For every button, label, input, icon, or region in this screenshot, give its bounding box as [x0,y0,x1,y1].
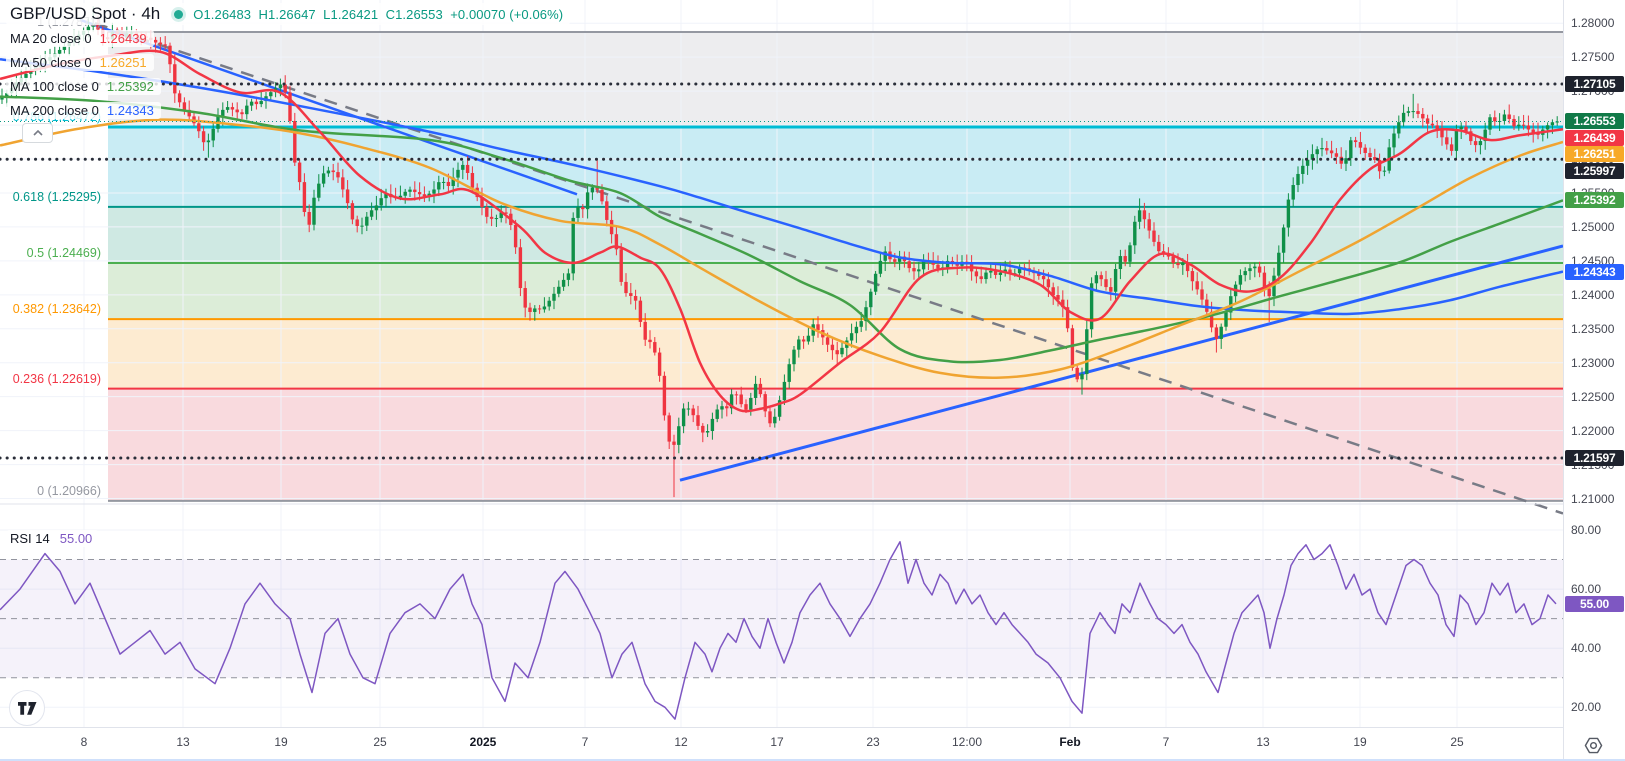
rsi-indicator-label[interactable]: RSI 14 [10,531,50,546]
ma-label: MA 20 close 0 [10,30,92,46]
time-axis-label: 12 [674,735,688,749]
time-axis-label: 13 [1256,735,1270,749]
price-axis-label: 1.22000 [1571,423,1615,438]
price-badge: 1.25997 [1565,162,1624,179]
price-axis-label: 1.23500 [1571,321,1615,336]
trendline[interactable] [94,22,1563,515]
ma-label: MA 50 close 0 [10,54,92,70]
price-badge: 1.25392 [1565,192,1624,209]
ma-line-ma100[interactable] [0,95,1563,364]
price-badge: 1.26439 [1565,129,1624,146]
time-axis-label: 13 [176,735,190,749]
time-axis-label: 12:00 [951,735,983,749]
price-badge: 1.27105 [1565,76,1624,92]
legend-collapse-button[interactable] [22,123,53,143]
price-axis-label: 1.23000 [1571,355,1615,370]
fib-band [108,31,1563,127]
rsi-axis-label: 80.00 [1571,523,1602,537]
price-badge: 1.24343 [1565,263,1624,280]
rsi-value: 55.00 [59,531,93,546]
time-axis-label: 23 [866,735,880,749]
rsi-axis-label: 40.00 [1571,641,1602,656]
price-axis-label: 1.28000 [1571,16,1615,31]
rsi-legend: RSI 14 55.00 [6,530,100,548]
time-axis-label: 7 [1162,735,1170,749]
time-axis-label: 2025 [469,735,497,749]
price-chart-canvas[interactable] [0,0,1563,727]
price-badge: 1.26251 [1565,146,1624,163]
trendline[interactable] [79,18,578,196]
ma-line-ma50[interactable] [0,118,1563,380]
time-axis-label: 8 [80,735,88,749]
chart-legend: GBP/USD Spot · 4h O1.26483 H1.26647 L1.2… [6,2,571,122]
ma-value: 1.26251 [99,54,147,70]
trendline[interactable] [679,244,1563,482]
ma-legend-row-4[interactable]: MA 200 close 0 1.24343 [6,98,570,122]
time-axis-label: 25 [373,735,387,749]
gear-icon [1584,737,1602,753]
ma-line-ma20[interactable] [0,49,1563,413]
chevron-up-icon [32,130,43,136]
price-axis-label: 1.22500 [1571,389,1615,404]
rsi-line[interactable] [0,541,1557,720]
time-axis[interactable]: 8 13 19 25 2025 7 12 17 23 12:00 Feb 7 13 19 25 [0,727,1563,761]
time-axis-label: Feb [1059,735,1081,749]
rsi-axis-label: 60.00 [1571,582,1602,597]
ma-line-ma200[interactable] [0,57,1563,316]
ma-label: MA 200 close 0 [10,102,99,118]
tradingview-logo[interactable] [9,690,45,726]
price-badge: 1.26553 [1565,113,1624,130]
tradingview-logo-icon [17,701,36,715]
fib-band [108,206,1563,263]
price-axis-label: 1.27500 [1571,50,1615,65]
price-axis-label: 1.24000 [1571,287,1615,302]
legend-title-row: GBP/USD Spot · 4h O1.26483 H1.26647 L1.2… [6,2,571,26]
symbol-title[interactable]: GBP/USD Spot · 4h [10,4,161,23]
time-axis-label: 17 [770,735,784,749]
ma-legend-row-1[interactable]: MA 20 close 0 1.26439 [6,26,570,50]
rsi-axis-label: 20.00 [1571,700,1602,715]
price-axis-label: 1.25000 [1571,219,1615,234]
ma-value: 1.26439 [99,30,147,46]
market-status-icon [174,9,184,19]
time-axis-label: 19 [1353,735,1367,749]
time-axis-label: 19 [274,735,288,749]
rsi-badge: 55.00 [1565,595,1624,612]
settings-gear-icon[interactable] [1582,734,1604,756]
ma-label: MA 100 close 0 [10,78,99,94]
time-axis-label: 7 [581,735,589,749]
time-axis-label: 25 [1450,735,1464,749]
ma-legend-row-3[interactable]: MA 100 close 0 1.25392 [6,74,570,98]
price-axis-label: 1.21000 [1571,491,1615,506]
bottom-edge-strip [0,759,1625,761]
ohlc-readout: O1.26483 H1.26647 L1.26421 C1.26553 +0.0… [193,6,564,22]
price-axis[interactable]: 1.280001.275001.270001.265001.260001.255… [1563,0,1625,761]
ma-legend-rows: MA 20 close 0 1.26439 MA 50 close 0 1.26251… [6,26,570,122]
fib-band [108,388,1563,501]
ma-value: 1.25392 [106,78,154,94]
ma-legend-row-2[interactable]: MA 50 close 0 1.26251 [6,50,570,74]
ma-value: 1.24343 [106,102,154,118]
price-badge: 1.21597 [1565,449,1624,466]
